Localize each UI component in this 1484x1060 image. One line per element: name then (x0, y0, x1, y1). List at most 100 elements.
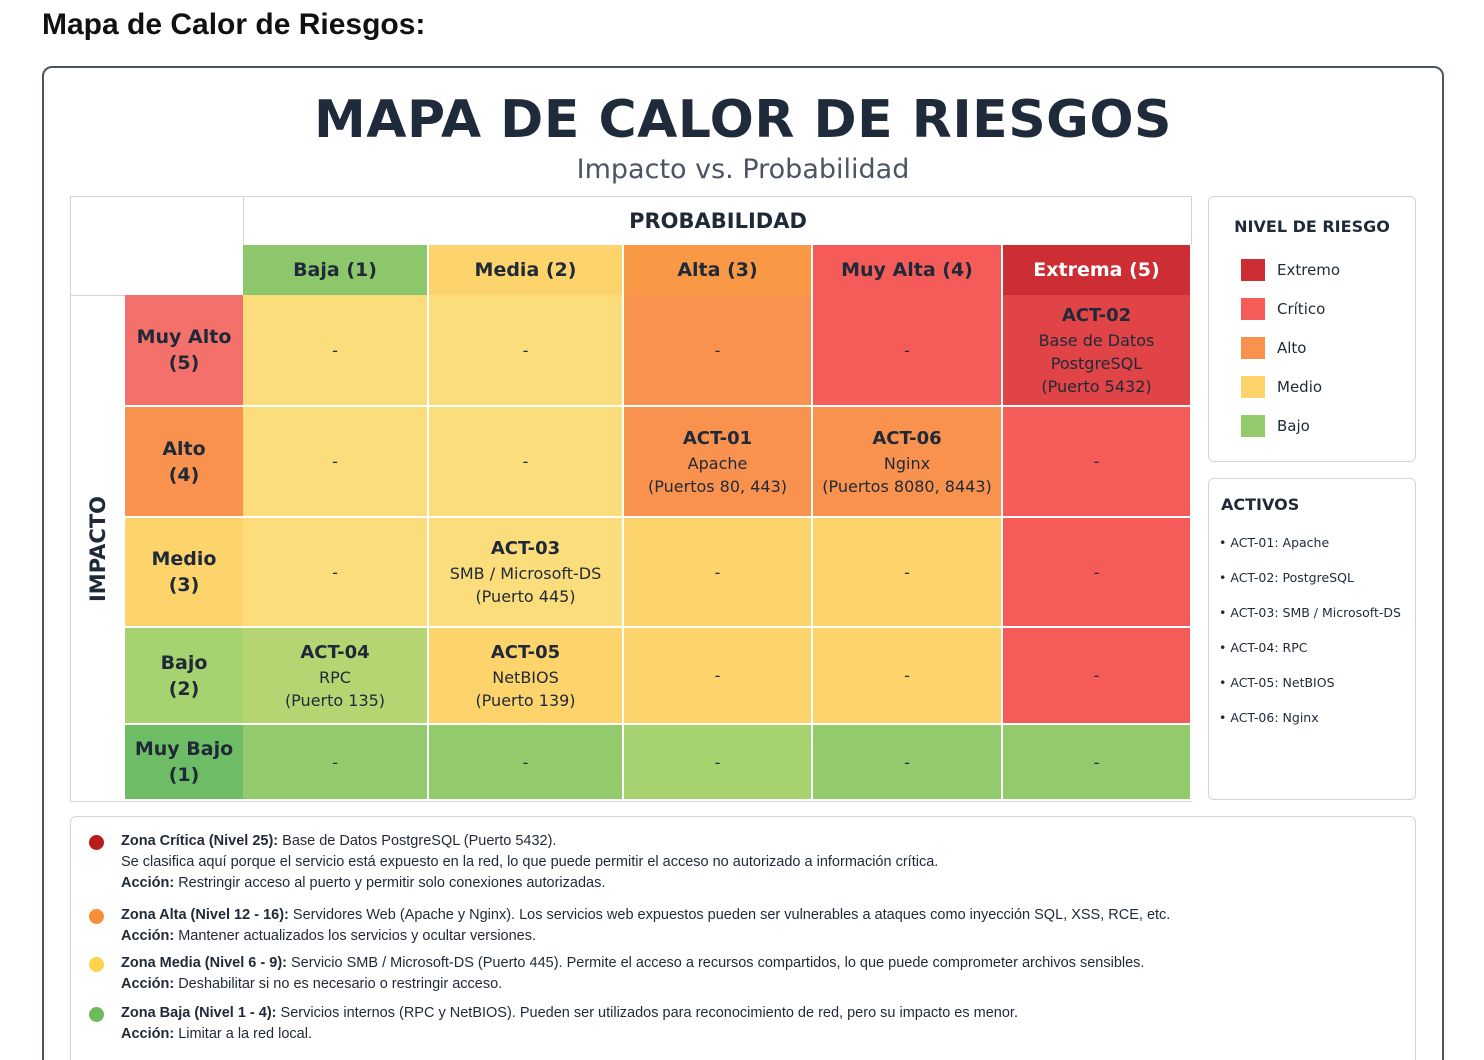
empty-mark: - (332, 752, 338, 772)
heatmap-cell: - (813, 518, 1003, 628)
zone-action-line: Acción: Limitar a la red local. (121, 1024, 1018, 1045)
heatmap-cell: - (624, 295, 813, 407)
probability-header: Media (2) (429, 245, 624, 295)
probability-header: Muy Alta (4) (813, 245, 1003, 295)
y-axis-label: IMPACTO (86, 495, 110, 602)
heatmap-cell: - (429, 725, 624, 801)
heatmap-cell: - (243, 295, 429, 407)
assets-title: ACTIVOS (1221, 495, 1300, 514)
heatmap-card: MAPA DE CALOR DE RIESGOS Impacto vs. Pro… (42, 66, 1444, 1060)
impact-header: Alto (4) (125, 407, 243, 518)
empty-mark: - (904, 340, 910, 360)
heatmap-cell: ACT-03 SMB / Microsoft-DS (Puerto 445) (429, 518, 624, 628)
asset-id: ACT-04 (300, 641, 370, 663)
empty-mark: - (714, 752, 721, 772)
asset-list-item: • ACT-06: Nginx (1219, 710, 1319, 725)
asset-list-id: ACT-05: (1230, 675, 1279, 690)
x-axis-label: PROBABILIDAD (243, 197, 1192, 245)
asset-detail: PostgreSQL (1050, 353, 1143, 373)
zone-action-label: Acción: (121, 875, 175, 891)
legend-swatch (1241, 376, 1265, 398)
zone-text: Servicio SMB / Microsoft-DS (Puerto 445)… (286, 955, 1145, 971)
legend-label: Medio (1277, 378, 1323, 396)
legend-item: Medio (1241, 376, 1322, 398)
asset-detail: (Puertos 80, 443) (648, 476, 787, 496)
asset-list-name: Apache (1282, 535, 1330, 550)
empty-mark: - (522, 452, 529, 471)
zone-title: Zona Media (Nivel 6 - 9): (121, 955, 287, 971)
risk-level-legend: NIVEL DE RIESGO Extremo Crítico Alto Medio B… (1208, 196, 1416, 462)
zone-explanation: Se clasifica aquí porque el servicio est… (121, 854, 939, 870)
risk-matrix: PROBABILIDAD IMPACTO Baja (1) Media (2) Al… (70, 196, 1192, 802)
legend-swatch (1241, 415, 1265, 437)
heatmap-cell: - (624, 725, 813, 801)
empty-mark: - (1093, 752, 1100, 772)
legend-title: NIVEL DE RIESGO (1234, 217, 1390, 236)
zone-notes: Zona Crítica (Nivel 25): Base de Datos P… (70, 816, 1416, 1060)
heatmap-cell: - (1003, 518, 1192, 628)
zone-note-line: Se clasifica aquí porque el servicio est… (121, 852, 938, 873)
zone-action-label: Acción: (121, 976, 175, 992)
asset-detail: (Puerto 5432) (1041, 376, 1152, 396)
legend-label: Extremo (1277, 261, 1341, 279)
asset-id: ACT-05 (490, 641, 561, 663)
heatmap-cell: - (243, 407, 429, 518)
impact-header-label: Alto (162, 437, 206, 460)
heatmap-cell: - (243, 725, 429, 801)
assets-panel: ACTIVOS • ACT-01: Apache • ACT-02: Postgr… (1208, 478, 1416, 800)
heatmap-cell: - (813, 628, 1003, 725)
impact-header-label: (2) (168, 677, 200, 700)
heatmap-cell: - (429, 407, 624, 518)
zone-text: Servicios internos (RPC y NetBIOS). Pued… (276, 1005, 1018, 1021)
heatmap-cell: - (813, 725, 1003, 801)
zone-note: Zona Alta (Nivel 12 - 16): Servidores We… (89, 905, 1170, 947)
empty-mark: - (332, 452, 338, 471)
impact-header: Medio (3) (125, 518, 243, 628)
legend-label: Crítico (1277, 300, 1326, 318)
asset-id: ACT-03 (490, 538, 561, 559)
empty-mark: - (1093, 452, 1100, 471)
zone-action-label: Acción: (121, 1026, 175, 1042)
zone-dot-icon (89, 957, 104, 972)
asset-list-item: • ACT-01: Apache (1219, 535, 1329, 550)
asset-list-item: • ACT-04: RPC (1219, 640, 1307, 655)
zone-action-line: Acción: Deshabilitar si no es necesario … (121, 974, 1144, 995)
legend-item: Alto (1241, 337, 1307, 359)
y-axis-label-box: IMPACTO (71, 295, 125, 801)
empty-mark: - (1093, 666, 1100, 685)
legend-item: Crítico (1241, 298, 1325, 320)
asset-list-item: • ACT-03: SMB / Microsoft-DS (1219, 605, 1401, 620)
zone-action-label: Acción: (121, 928, 175, 944)
bullet-icon: • (1219, 710, 1231, 725)
asset-list-item: • ACT-05: NetBIOS (1219, 675, 1335, 690)
asset-detail: RPC (319, 667, 351, 687)
zone-action-line: Acción: Restringir acceso al puerto y pe… (121, 873, 938, 894)
chart-title: MAPA DE CALOR DE RIESGOS (314, 90, 1172, 150)
legend-swatch (1241, 259, 1265, 281)
heatmap-cell: - (429, 295, 624, 407)
asset-detail: (Puerto 135) (284, 690, 386, 710)
zone-action: Limitar a la red local. (174, 1026, 312, 1042)
empty-mark: - (522, 340, 529, 360)
heatmap-cell: - (813, 295, 1003, 407)
zone-note-line: Zona Alta (Nivel 12 - 16): Servidores We… (121, 905, 1170, 926)
asset-list-item: • ACT-02: PostgreSQL (1219, 570, 1354, 585)
zone-action-line: Acción: Mantener actualizados los servic… (121, 926, 1170, 947)
zone-text: Servidores Web (Apache y Nginx). Los ser… (288, 907, 1171, 923)
empty-mark: - (332, 340, 338, 360)
probability-header: Extrema (5) (1003, 245, 1192, 295)
zone-note: Zona Crítica (Nivel 25): Base de Datos P… (89, 831, 938, 894)
legend-item: Bajo (1241, 415, 1310, 437)
probability-header: Baja (1) (243, 245, 429, 295)
asset-detail: SMB / Microsoft-DS (449, 564, 602, 583)
bullet-icon: • (1219, 605, 1231, 620)
page-heading: Mapa de Calor de Riesgos: (42, 8, 426, 41)
zone-title: Zona Baja (Nivel 1 - 4): (121, 1005, 277, 1021)
zone-note-line: Zona Baja (Nivel 1 - 4): Servicios inter… (121, 1003, 1018, 1024)
asset-detail: NetBIOS (492, 667, 559, 687)
empty-mark: - (1093, 562, 1100, 582)
impact-header-label: Muy Bajo (134, 738, 234, 760)
chart-subtitle: Impacto vs. Probabilidad (576, 154, 910, 185)
heatmap-cell: ACT-04 RPC (Puerto 135) (243, 628, 429, 725)
asset-list-id: ACT-06: (1230, 710, 1279, 725)
